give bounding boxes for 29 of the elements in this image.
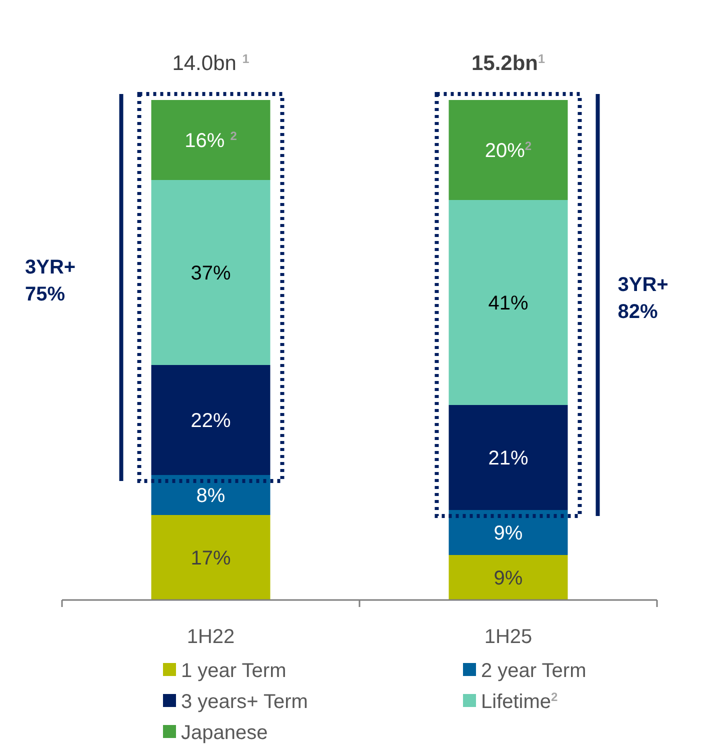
bar xyxy=(448,405,568,510)
data-label: 16% $^{2}$ xyxy=(184,129,238,152)
bar xyxy=(151,100,270,180)
data-label: 20%$^{2}$ xyxy=(484,139,532,162)
legend-label: 2 year Term xyxy=(481,660,586,682)
x-tick-label: 1H25 xyxy=(484,626,532,648)
total-label: 14.0bn $^{1}$ xyxy=(172,52,250,75)
legend-label: Japanese xyxy=(181,722,268,744)
total-label: 15.2bn$^{1}$ xyxy=(471,52,546,75)
legend-label: 1 year Term xyxy=(181,660,286,682)
bar xyxy=(448,555,568,600)
bar xyxy=(448,100,568,200)
legend-label: Lifetime$^{2}$ xyxy=(481,690,558,713)
data-label: 41% xyxy=(488,292,528,314)
data-label: 9% xyxy=(494,568,523,590)
x-tick-label: 1H22 xyxy=(186,626,235,648)
data-label: 9% xyxy=(494,522,523,544)
bar xyxy=(151,365,270,475)
data-label: 17% xyxy=(190,548,231,570)
legend-label: 3 years+ Term xyxy=(181,691,308,713)
annotation: 3YR+ 75% xyxy=(25,256,76,306)
annotation: 3YR+ 82% xyxy=(618,274,668,323)
data-label: 8% xyxy=(196,485,226,507)
data-label: 22% xyxy=(190,410,231,432)
bar xyxy=(151,515,270,600)
data-label: 21% xyxy=(488,448,528,470)
data-label: 37% xyxy=(190,262,231,284)
bar xyxy=(151,475,270,515)
bar xyxy=(448,510,568,555)
